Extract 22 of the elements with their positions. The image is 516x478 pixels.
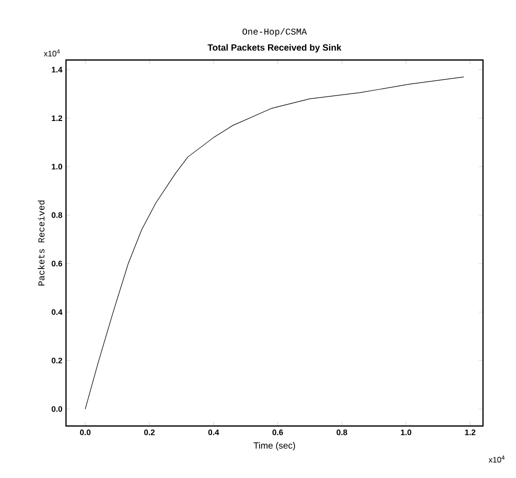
x-tick-label: 0.6 xyxy=(272,430,283,436)
y-tick-label: 0.2 xyxy=(52,358,62,364)
y-tick-label: 1.4 xyxy=(52,66,62,72)
chart-subtitle: Total Packets Received by Sink xyxy=(208,44,342,52)
y-tick-label: 0.0 xyxy=(52,406,62,412)
text: x10$^{4}$ xyxy=(488,456,505,463)
y-tick-label: 0.6 xyxy=(52,260,62,266)
x-tick-label: 1.0 xyxy=(400,430,412,436)
y-axis-title: Packets Received xyxy=(38,200,44,286)
text: x10$^{4}$ xyxy=(44,49,60,56)
x-tick-label: 0.4 xyxy=(208,430,220,436)
chart-title: One-Hop/CSMA xyxy=(242,28,307,36)
y-tick-label: 1.2 xyxy=(52,115,62,121)
y-tick-label: 0.4 xyxy=(52,309,62,315)
line-series xyxy=(84,76,464,410)
y-tick-label: 0.8 xyxy=(52,212,62,218)
x-axis-title: Time (sec) xyxy=(254,442,296,450)
x-tick-label: 0.0 xyxy=(80,430,90,436)
y-tick-label: 1.0 xyxy=(52,164,62,170)
x-tick-label: 1.2 xyxy=(465,430,476,436)
x-tick-label: 0.8 xyxy=(336,430,348,436)
x-tick-label: 0.2 xyxy=(144,430,155,436)
